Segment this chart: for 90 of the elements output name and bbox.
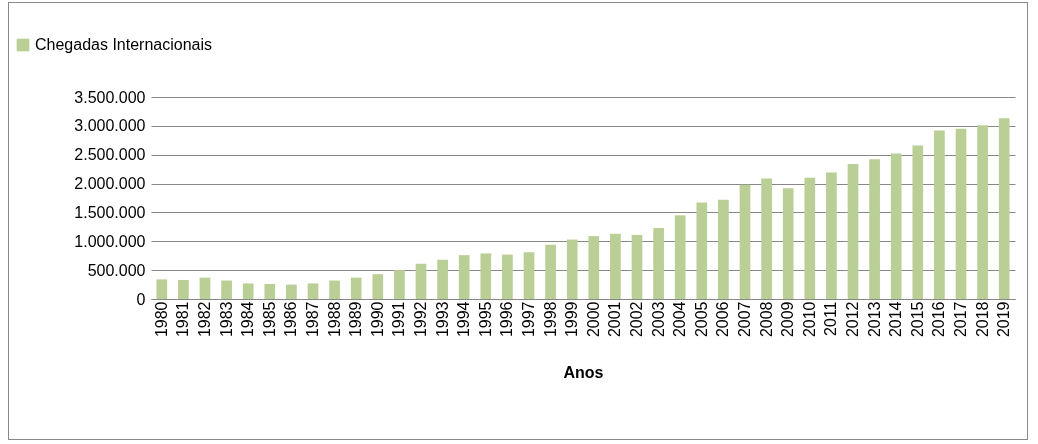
x-tick-label: 2001 (606, 301, 624, 338)
y-tick-label: 2.000.000 (74, 175, 146, 193)
bar (545, 244, 556, 299)
bar (826, 172, 837, 299)
bar (523, 252, 535, 299)
x-tick-label: 2010 (800, 301, 818, 338)
bar (761, 178, 772, 299)
x-tick-label: 2016 (930, 301, 948, 338)
x-tick-label: 2015 (908, 301, 926, 338)
x-tick-label: 2005 (692, 301, 710, 338)
x-tick-label: 1982 (196, 301, 213, 338)
x-tick-label: 2014 (887, 301, 905, 338)
bar (415, 263, 427, 299)
x-tick-label: 1997 (520, 301, 537, 338)
bar (286, 284, 297, 299)
x-tick-label: 1983 (217, 301, 235, 338)
bar (847, 163, 859, 299)
bar (869, 159, 880, 299)
x-tick-label: 2008 (757, 301, 775, 338)
x-tick-label: 2002 (628, 301, 645, 338)
x-tick-label: 1991 (390, 301, 408, 338)
y-tick-label: 0 (136, 290, 146, 308)
bar (696, 202, 708, 299)
bar (264, 283, 276, 299)
bar (566, 239, 578, 299)
bar (977, 125, 988, 299)
bar (437, 259, 448, 299)
x-tick-label: 2003 (649, 301, 667, 338)
bar (955, 128, 967, 299)
x-tick-label: 1981 (174, 301, 192, 338)
y-tick-label: 1.500.000 (74, 203, 146, 221)
bar (329, 280, 340, 299)
x-tick-label: 1988 (325, 301, 343, 338)
y-tick-label: 1.000.000 (74, 232, 146, 250)
bar (221, 280, 232, 299)
bar (156, 279, 168, 299)
bar (631, 234, 643, 299)
bar (739, 184, 751, 299)
bar (458, 255, 470, 299)
bar (394, 270, 405, 299)
x-tick-label: 1990 (368, 301, 386, 338)
x-tick-label: 2017 (952, 301, 969, 338)
x-tick-label: 2011 (822, 301, 840, 336)
bar (653, 228, 664, 299)
bar (804, 177, 816, 299)
bar (674, 215, 686, 299)
x-tick-label: 2019 (995, 301, 1013, 338)
bar (998, 118, 1010, 299)
x-tick-label: 1987 (304, 301, 321, 338)
x-tick-label: 1998 (541, 301, 559, 338)
x-tick-label: 1995 (476, 301, 494, 338)
bar (480, 253, 492, 299)
x-tick-label: 2018 (973, 301, 991, 338)
x-tick-label: 1986 (282, 301, 300, 338)
x-tick-label: 1993 (433, 301, 451, 338)
bar (350, 277, 362, 299)
bar (199, 277, 211, 299)
x-tick-label: 2013 (865, 301, 883, 338)
x-tick-label: 1985 (260, 301, 278, 338)
bar (912, 145, 924, 299)
bar (372, 274, 384, 299)
legend-label: Chegadas Internacionais (35, 36, 213, 53)
x-tick-label: 1980 (152, 301, 170, 338)
x-tick-label: 2007 (736, 301, 753, 338)
x-tick-label: 2009 (779, 301, 797, 338)
x-tick-label: 1999 (563, 301, 581, 338)
bar (588, 236, 600, 299)
x-tick-label: 2006 (714, 301, 732, 338)
x-tick-label: 1989 (347, 301, 365, 338)
x-tick-label: 1996 (498, 301, 516, 338)
bar (934, 130, 945, 299)
bar (178, 279, 189, 299)
x-tick-label: 1992 (412, 301, 429, 338)
bar (610, 233, 621, 299)
bar (307, 283, 319, 299)
bar (242, 283, 254, 299)
y-tick-label: 2.500.000 (74, 146, 146, 164)
y-tick-label: 3.500.000 (74, 88, 146, 106)
y-tick-label: 3.000.000 (74, 117, 146, 135)
x-axis-title: Anos (563, 364, 604, 382)
bar (890, 153, 902, 299)
bar (718, 199, 729, 299)
x-tick-label: 1984 (239, 301, 257, 338)
x-tick-label: 2000 (584, 301, 602, 338)
bar (502, 254, 513, 299)
x-tick-label: 1994 (455, 301, 473, 338)
y-tick-label: 500.000 (87, 261, 146, 279)
x-tick-label: 2004 (671, 301, 689, 338)
bar (782, 188, 794, 299)
x-tick-label: 2012 (844, 301, 861, 338)
